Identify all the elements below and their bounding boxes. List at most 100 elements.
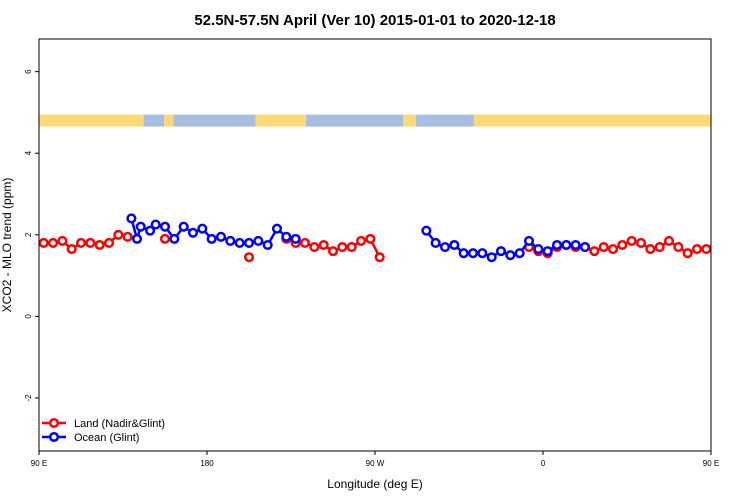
ocean-point — [253, 235, 264, 246]
land-point — [47, 237, 59, 249]
land-point — [318, 239, 329, 251]
land-ocean-strip — [39, 114, 711, 127]
ocean-point — [467, 248, 479, 259]
ocean-point — [178, 221, 189, 232]
ocean-point — [225, 235, 236, 246]
land-point — [243, 252, 255, 263]
ocean-point — [495, 246, 507, 257]
land-point — [299, 237, 311, 249]
land-point — [654, 241, 665, 253]
ocean-point — [533, 244, 544, 255]
land-point — [103, 237, 115, 249]
strip-segment-ocean — [305, 114, 403, 127]
ocean-point — [551, 239, 563, 251]
ocean-point — [542, 246, 553, 257]
ocean-point — [430, 237, 441, 249]
x-tick-label: 90 E — [31, 459, 47, 468]
ocean-point — [135, 221, 146, 232]
legend-marker-ocean — [48, 431, 60, 443]
strip-segment-land — [255, 114, 306, 127]
ocean-point — [131, 233, 143, 244]
land-point — [701, 244, 711, 255]
land-point — [122, 231, 133, 242]
series-layer — [39, 213, 748, 263]
ocean-point — [561, 239, 572, 251]
strip-segment-land — [39, 114, 144, 127]
land-point — [598, 241, 609, 253]
ocean-point — [187, 227, 199, 238]
ocean-point — [439, 241, 451, 253]
land-point — [365, 233, 376, 244]
ocean-point — [449, 239, 460, 251]
land-point — [159, 233, 171, 244]
land-point — [626, 235, 637, 246]
ocean-point — [206, 233, 217, 244]
ocean-point — [505, 250, 516, 261]
x-axis-label: Longitude (deg E) — [327, 477, 422, 491]
y-tick-label: 4 — [24, 150, 33, 155]
y-tick-label: -2 — [24, 394, 33, 402]
series-group — [39, 213, 748, 263]
ocean-point — [514, 248, 525, 259]
land-point — [645, 244, 656, 255]
ocean-point — [570, 239, 581, 251]
strip-segment-ocean — [143, 114, 165, 127]
land-point — [309, 241, 320, 253]
ocean-point — [197, 223, 208, 234]
ocean-point — [169, 233, 180, 244]
ocean-point — [579, 241, 591, 253]
ocean-point — [523, 235, 535, 246]
land-point — [682, 248, 693, 259]
land-point — [327, 246, 339, 257]
ocean-point — [421, 225, 432, 236]
ocean-point — [262, 239, 273, 251]
ocean-point — [150, 219, 161, 230]
land-point — [355, 235, 367, 246]
land-point — [635, 237, 647, 249]
y-tick-label: 2 — [24, 232, 33, 237]
strip-segment-ocean — [416, 114, 474, 127]
x-axis: 90 E 180 90 W 0 90 E — [31, 451, 719, 468]
ocean-point — [234, 237, 245, 249]
land-point — [85, 237, 96, 249]
land-point — [346, 241, 357, 253]
land-point — [691, 244, 703, 255]
x-tick-label: 0 — [541, 459, 546, 468]
land-point — [731, 237, 739, 245]
y-axis: -2 0 2 4 6 — [24, 69, 39, 402]
ocean-point — [290, 233, 301, 244]
ocean-point — [243, 237, 255, 249]
legend-label-land: Land (Nadir&Glint) — [74, 418, 165, 430]
land-point — [589, 246, 600, 257]
ocean-point — [145, 225, 156, 236]
land-point — [94, 239, 105, 251]
strip-segment-ocean — [173, 114, 256, 127]
strip-segment-land — [164, 114, 174, 127]
ocean-point — [271, 223, 283, 234]
land-point — [66, 244, 77, 255]
ocean-point — [215, 231, 227, 242]
land-point — [617, 239, 628, 251]
strip-segment-land — [403, 114, 417, 127]
legend-marker-land — [48, 417, 60, 429]
land-point — [673, 241, 684, 253]
land-point — [75, 237, 87, 249]
x-tick-label: 90 W — [366, 459, 385, 468]
ocean-point — [281, 231, 292, 242]
y-tick-label: 6 — [24, 69, 33, 74]
ocean-point — [126, 213, 137, 224]
land-point — [663, 235, 675, 246]
land-point — [740, 245, 748, 253]
land-point — [374, 252, 385, 263]
land-point — [710, 241, 711, 245]
y-tick-label: 0 — [24, 314, 33, 319]
land-point — [57, 235, 68, 246]
x-tick-label: 90 E — [703, 459, 719, 468]
land-point — [721, 239, 729, 247]
chart-title: 52.5N-57.5N April (Ver 10) 2015-01-01 to… — [194, 12, 555, 29]
y-axis-label: XCO2 - MLO trend (ppm) — [0, 178, 14, 313]
legend: Land (Nadir&Glint) Ocean (Glint) — [42, 417, 165, 444]
strip-segment-land — [473, 114, 711, 127]
x-tick-label: 180 — [200, 459, 214, 468]
